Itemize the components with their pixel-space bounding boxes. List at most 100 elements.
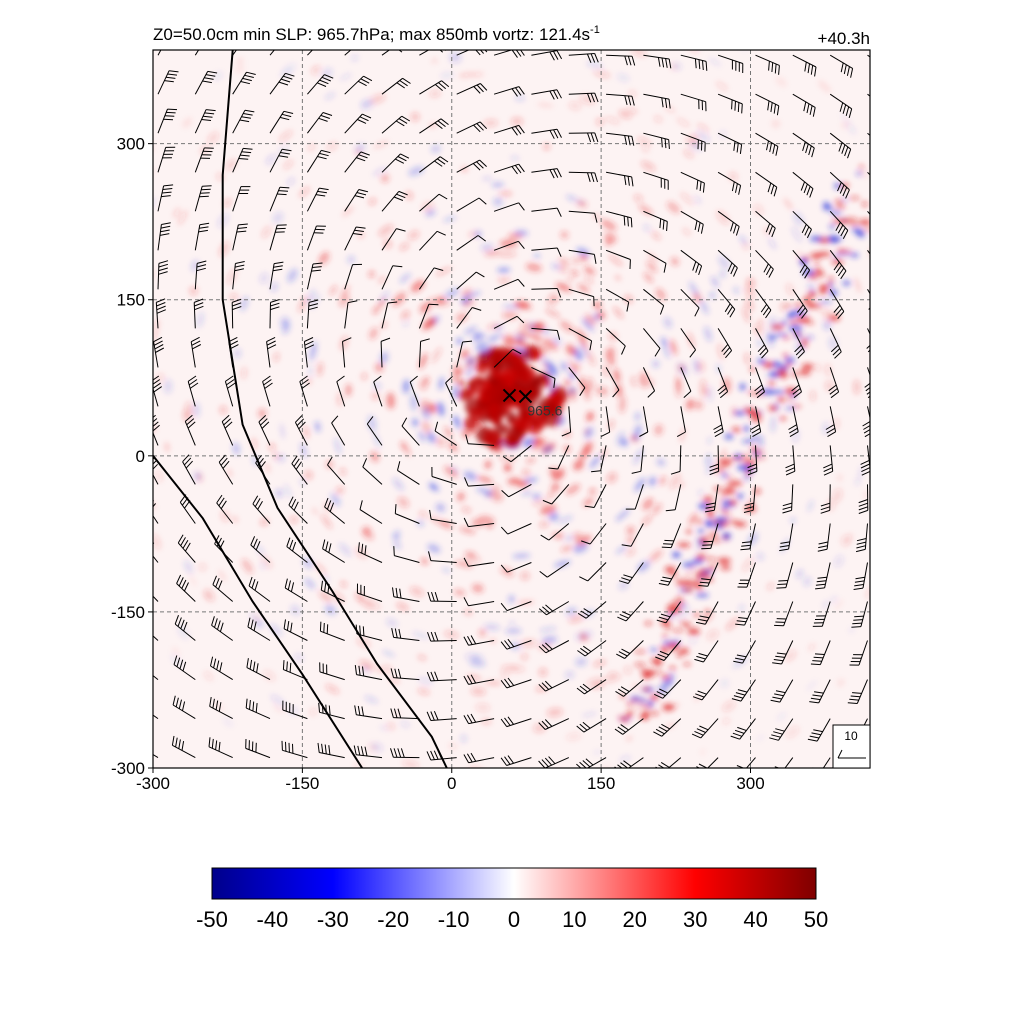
wind-barb-feather <box>396 193 406 199</box>
wind-barb-feather <box>279 186 290 189</box>
wind-barb-feather <box>517 278 525 287</box>
wind-barb-feather <box>839 184 845 194</box>
wind-barb-feather <box>858 499 868 504</box>
wind-barb-feather <box>801 310 808 319</box>
wind-barb-feather <box>390 748 394 758</box>
wind-barb-feather <box>803 101 807 112</box>
wind-barb-shaft <box>306 150 322 173</box>
wind-barb-feather <box>137 695 140 704</box>
wind-barb <box>815 562 831 590</box>
wind-barb-feather <box>773 770 782 773</box>
wind-barb <box>391 627 420 641</box>
wind-barb <box>755 171 778 197</box>
wind-barb-shaft <box>307 74 325 95</box>
wind-barb-feather <box>147 622 151 631</box>
wind-barb <box>538 601 570 616</box>
wind-barb-feather <box>771 227 776 238</box>
wind-barb-feather <box>664 98 668 108</box>
wind-barb-shaft <box>307 50 314 56</box>
wind-barb-feather <box>691 733 702 739</box>
wind-barb <box>692 679 719 701</box>
wind-barb-feather <box>840 270 847 280</box>
wind-barb-feather <box>804 269 811 279</box>
wind-barb-feather <box>390 668 394 678</box>
wind-barb-feather <box>833 304 841 313</box>
wind-barb-feather <box>354 229 364 232</box>
coastlines <box>153 50 448 768</box>
wind-barb-shaft <box>568 327 592 342</box>
wind-barb-feather <box>390 708 394 718</box>
wind-barb-feather <box>194 302 204 307</box>
wind-barb <box>670 445 682 475</box>
wind-barb <box>680 132 706 152</box>
wind-barb-shaft <box>419 230 438 251</box>
wind-barb <box>614 718 644 735</box>
wind-barb-shaft <box>194 186 203 212</box>
wind-barb-shaft <box>788 523 794 550</box>
wind-barb-feather <box>696 728 706 733</box>
wind-barb-feather <box>655 728 665 735</box>
wind-barb-feather <box>200 192 210 194</box>
wind-barb-shaft <box>157 185 165 212</box>
wind-barb <box>344 113 372 134</box>
wind-barb-feather <box>263 379 272 386</box>
wind-barb-feather <box>320 580 323 591</box>
wind-barb-feather <box>146 701 149 710</box>
wind-barb <box>817 523 831 552</box>
wind-barb-feather <box>553 168 559 178</box>
wind-barb-feather <box>877 186 881 195</box>
wind-barb-feather <box>769 737 779 741</box>
wind-barb-feather <box>430 631 435 642</box>
wind-barb-shaft <box>262 381 271 407</box>
wind-barb-feather <box>548 467 558 470</box>
wind-barb <box>232 147 253 173</box>
wind-barb-shaft <box>153 635 159 641</box>
wind-barb-feather <box>756 391 765 399</box>
wind-barb <box>769 718 794 741</box>
wind-barb-feather <box>785 470 795 476</box>
wind-barb-feather <box>218 497 225 507</box>
wind-barb-feather <box>519 50 525 56</box>
wind-barb <box>755 289 772 319</box>
wind-barb-shaft <box>783 601 794 626</box>
wind-barb <box>538 679 570 692</box>
wind-barb-feather <box>659 218 662 229</box>
wind-barb-feather <box>696 180 699 190</box>
wind-barb-feather <box>278 81 289 86</box>
wind-barb-feather <box>363 75 373 82</box>
wind-barb-shaft <box>356 714 383 720</box>
wind-barb <box>829 328 842 359</box>
wind-barb-feather <box>694 307 700 317</box>
wind-barb <box>788 406 799 438</box>
wind-barb-feather <box>398 50 403 53</box>
wind-barb <box>779 523 794 552</box>
wind-barb-shaft <box>307 112 324 134</box>
forecast-time-label: +40.3h <box>818 29 870 48</box>
wind-barb <box>829 210 849 239</box>
wind-barb-feather <box>220 457 228 466</box>
wind-barb-feather <box>359 116 369 122</box>
wind-barb <box>584 484 607 508</box>
wind-barb <box>606 171 634 187</box>
wind-barb-shaft <box>779 679 794 703</box>
wind-barb-feather <box>181 741 185 751</box>
wind-barb-feather <box>837 224 844 234</box>
wind-barb-shaft <box>792 93 816 108</box>
wind-barb-feather <box>291 455 298 464</box>
wind-barb-shaft <box>212 584 234 602</box>
wind-barb-feather <box>858 506 868 511</box>
wind-barb-feather <box>853 587 864 590</box>
wind-barb-feather <box>658 583 669 586</box>
wind-barb-feather <box>437 158 446 165</box>
wind-barb-feather <box>624 135 628 145</box>
wind-barb-shaft <box>194 50 200 56</box>
wind-barb-feather <box>329 502 335 512</box>
wind-barb-shaft <box>665 601 682 624</box>
wind-barb-shaft <box>661 718 682 737</box>
wind-barb-feather <box>255 454 262 464</box>
wind-barb-feather <box>255 703 258 713</box>
wind-barb-feather <box>162 191 172 194</box>
wind-barb <box>792 328 805 359</box>
wind-barb <box>359 500 383 524</box>
wind-barb-feather <box>827 431 836 438</box>
